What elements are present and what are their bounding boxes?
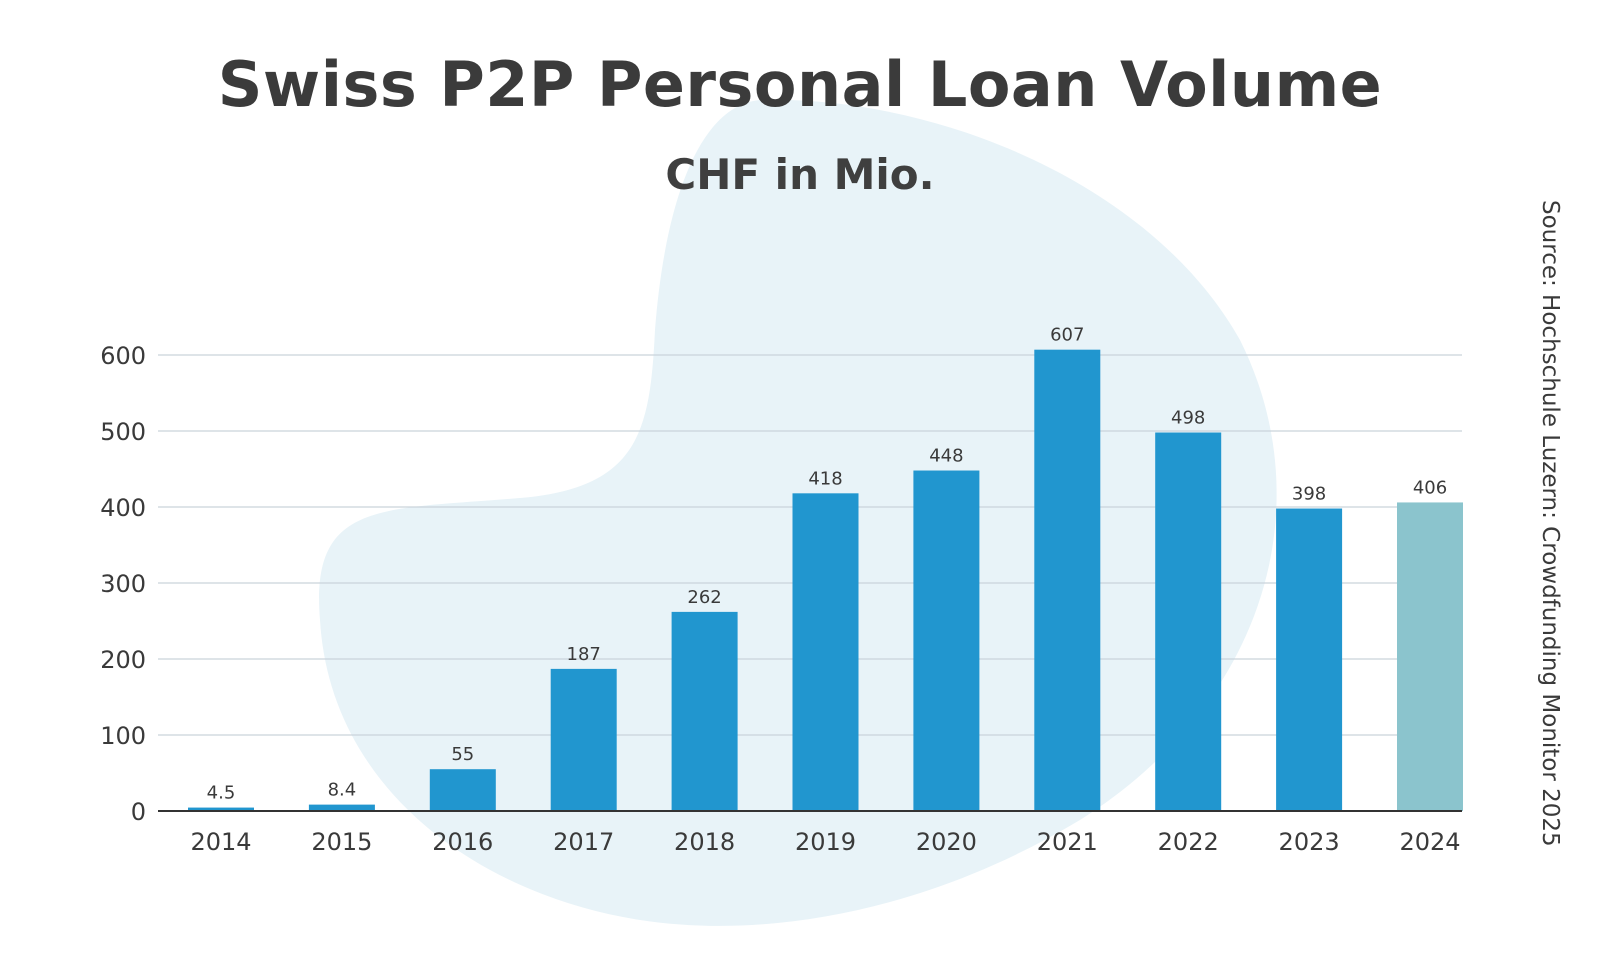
y-tick-label: 300 [100, 570, 146, 598]
data-label-2017: 187 [567, 644, 601, 665]
x-tick-label-2019: 2019 [795, 828, 856, 856]
x-tick-label-2018: 2018 [674, 828, 735, 856]
y-tick-label: 500 [100, 418, 146, 446]
y-tick-label: 200 [100, 646, 146, 674]
data-label-2024: 406 [1413, 477, 1447, 498]
bar-2016 [429, 769, 496, 811]
x-tick-label-2023: 2023 [1279, 828, 1340, 856]
bar-2022 [1155, 432, 1222, 811]
x-tick-label-2015: 2015 [311, 828, 372, 856]
data-label-2018: 262 [687, 587, 721, 608]
bar-2021 [1034, 349, 1101, 811]
y-tick-label: 0 [131, 798, 146, 826]
bar-2015 [308, 804, 375, 811]
bars [188, 349, 1463, 811]
x-tick-label-2014: 2014 [190, 828, 251, 856]
data-labels: 4.5 8.4 55 187 262 418 448 607 498 398 406 [207, 325, 1448, 804]
bar-2024 [1397, 502, 1463, 811]
y-tick-label: 100 [100, 722, 146, 750]
data-label-2022: 498 [1171, 408, 1205, 429]
bar-2014 [188, 807, 254, 811]
data-label-2021: 607 [1050, 325, 1084, 346]
axes: 0 100 200 300 400 500 600 2014 2015 2016 2017 2018 2… [100, 342, 1462, 856]
chart-title: Swiss P2P Personal Loan Volume [217, 48, 1383, 121]
data-label-2016: 55 [451, 744, 474, 765]
x-tick-label-2016: 2016 [432, 828, 493, 856]
data-label-2019: 418 [808, 468, 842, 489]
data-label-2023: 398 [1292, 484, 1326, 505]
x-tick-label-2022: 2022 [1158, 828, 1219, 856]
y-tick-label: 600 [100, 342, 146, 370]
bar-2017 [550, 668, 617, 811]
y-tick-label: 400 [100, 494, 146, 522]
source-note: Source: Hochschule Luzern: Crowdfunding … [1537, 200, 1563, 847]
x-tick-label-2020: 2020 [916, 828, 977, 856]
data-label-2020: 448 [929, 446, 963, 467]
x-tick-label-2024: 2024 [1399, 828, 1460, 856]
bar-2019 [792, 493, 859, 811]
data-label-2014: 4.5 [207, 783, 236, 804]
chart-subtitle: CHF in Mio. [665, 150, 935, 199]
data-label-2015: 8.4 [328, 780, 357, 801]
bar-2023 [1276, 508, 1343, 811]
x-tick-label-2021: 2021 [1037, 828, 1098, 856]
bar-2018 [671, 611, 738, 811]
x-tick-label-2017: 2017 [553, 828, 614, 856]
bar-2020 [913, 470, 980, 811]
